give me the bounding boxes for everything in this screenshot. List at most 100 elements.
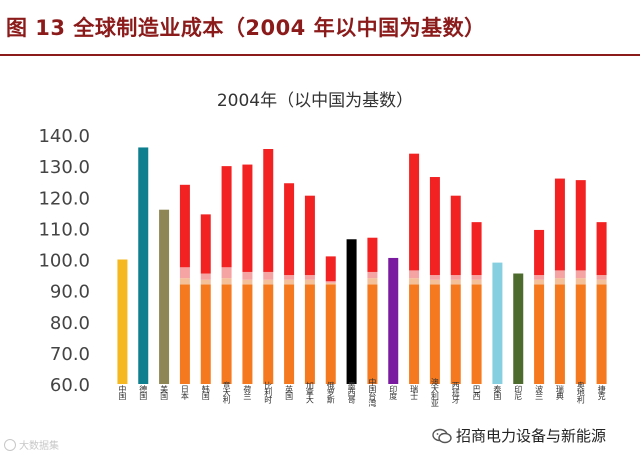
bar-segment — [325, 282, 336, 285]
bar-segment — [534, 279, 545, 285]
bar-segment — [409, 278, 420, 285]
bar-segment — [221, 278, 232, 285]
bar-segment — [471, 275, 482, 280]
bar-chart: 2004年（以中国为基数） 140.0 130.0 120.0 110.0 100.0 9… — [38, 91, 607, 408]
bar-segment — [284, 279, 295, 285]
bar-segment — [367, 237, 378, 272]
bar-segment — [471, 222, 482, 276]
x-tick-label: 澳大利亚 — [430, 377, 439, 407]
bar-segment — [575, 180, 586, 271]
bar-segment — [263, 149, 274, 272]
bar-segment — [450, 284, 461, 384]
y-tick-label: 70.0 — [50, 344, 90, 365]
bar — [117, 259, 128, 384]
bar-segment — [221, 267, 232, 279]
bar-segment — [534, 284, 545, 384]
bar-segment — [325, 281, 336, 283]
figure-header: 图 13 全球制造业成本（2004 年以中国为基数） — [0, 0, 640, 58]
bar — [388, 257, 399, 384]
bar-segment — [221, 284, 232, 384]
bar-segment — [575, 278, 586, 285]
x-tick-label: 西班牙 — [451, 382, 460, 405]
y-tick-label: 90.0 — [50, 282, 90, 303]
bar-segment — [575, 284, 586, 384]
y-tick-label: 100.0 — [38, 251, 90, 272]
bar-segment — [179, 284, 190, 384]
bar-segment — [304, 279, 315, 285]
x-tick-label: 加拿大 — [305, 381, 314, 405]
wechat-icon — [432, 428, 452, 444]
bar-segment — [242, 284, 253, 384]
bar-segment — [429, 275, 440, 280]
bar-segment — [200, 214, 211, 274]
bar-segment — [284, 284, 295, 384]
source-account-name: 招商电力设备与新能源 — [456, 427, 607, 445]
x-tick-label: 巴西 — [472, 385, 481, 401]
bar-segment — [304, 284, 315, 384]
bar-segment — [263, 279, 274, 285]
bar-segment — [367, 284, 378, 384]
bar-segment — [242, 164, 253, 272]
x-tick-label: 印尼 — [514, 385, 523, 401]
bar-segment — [450, 275, 461, 280]
bar-segment — [263, 271, 274, 280]
bar-segment — [450, 279, 461, 285]
bar-segment — [409, 284, 420, 384]
bar-segment — [471, 284, 482, 384]
bar-segment — [534, 275, 545, 280]
x-tick-label: 墨西哥 — [347, 382, 356, 405]
y-tick-label: 60.0 — [50, 375, 90, 396]
bar — [513, 273, 524, 384]
bar — [138, 147, 149, 384]
x-tick-label: 瑞士 — [410, 384, 419, 400]
x-tick-label: 美国 — [160, 384, 169, 401]
bar — [159, 209, 170, 384]
bar-segment — [367, 271, 378, 279]
y-axis: 140.0 130.0 120.0 110.0 100.0 90.0 80.0 70.0 60.… — [38, 126, 90, 396]
bar-segment — [200, 279, 211, 285]
y-tick-label: 120.0 — [38, 188, 90, 209]
bar-segment — [284, 183, 295, 276]
y-tick-label: 110.0 — [38, 219, 90, 240]
bar-segment — [596, 222, 607, 276]
bar-segment — [179, 267, 190, 279]
bar-segment — [409, 153, 420, 271]
x-tick-label: 荷兰 — [243, 384, 252, 400]
bar-segment — [304, 275, 315, 280]
source-account: 招商电力设备与新能源 — [432, 425, 606, 447]
bar-segment — [284, 275, 295, 280]
header-divider — [0, 54, 640, 56]
x-tick-label: 德国 — [139, 384, 148, 401]
bar-segment — [263, 284, 274, 384]
x-tick-label: 英国 — [285, 384, 294, 401]
bar-series — [117, 147, 607, 384]
x-tick-label: 奥地利 — [576, 381, 585, 404]
y-tick-label: 80.0 — [50, 313, 90, 334]
x-tick-label: 中国 — [118, 384, 127, 401]
y-tick-label: 130.0 — [38, 157, 90, 178]
watermark: 大数据集 — [4, 437, 59, 452]
watermark-icon — [4, 439, 16, 451]
bar-segment — [367, 278, 378, 285]
x-tick-label: 瑞典 — [555, 384, 564, 401]
bar-segment — [221, 166, 232, 268]
bar-segment — [242, 279, 253, 285]
y-tick-label: 140.0 — [38, 126, 90, 147]
bar-segment — [596, 275, 607, 280]
bar-segment — [200, 273, 211, 280]
bar — [346, 239, 357, 384]
x-tick-label: 捷克 — [597, 384, 606, 401]
chart-title: 2004年（以中国为基数） — [217, 91, 413, 111]
bar-segment — [429, 284, 440, 384]
bar-segment — [429, 279, 440, 285]
x-tick-label: 比利时 — [264, 381, 273, 404]
bar — [492, 262, 503, 384]
x-tick-label: 日本 — [180, 385, 189, 401]
bar-segment — [554, 178, 565, 271]
bar-segment — [242, 271, 253, 280]
bar-segment — [471, 279, 482, 285]
bar-segment — [596, 284, 607, 384]
bar-segment — [179, 278, 190, 285]
x-tick-label: 俄罗斯 — [326, 381, 335, 405]
x-tick-label: 泰国 — [493, 384, 502, 401]
